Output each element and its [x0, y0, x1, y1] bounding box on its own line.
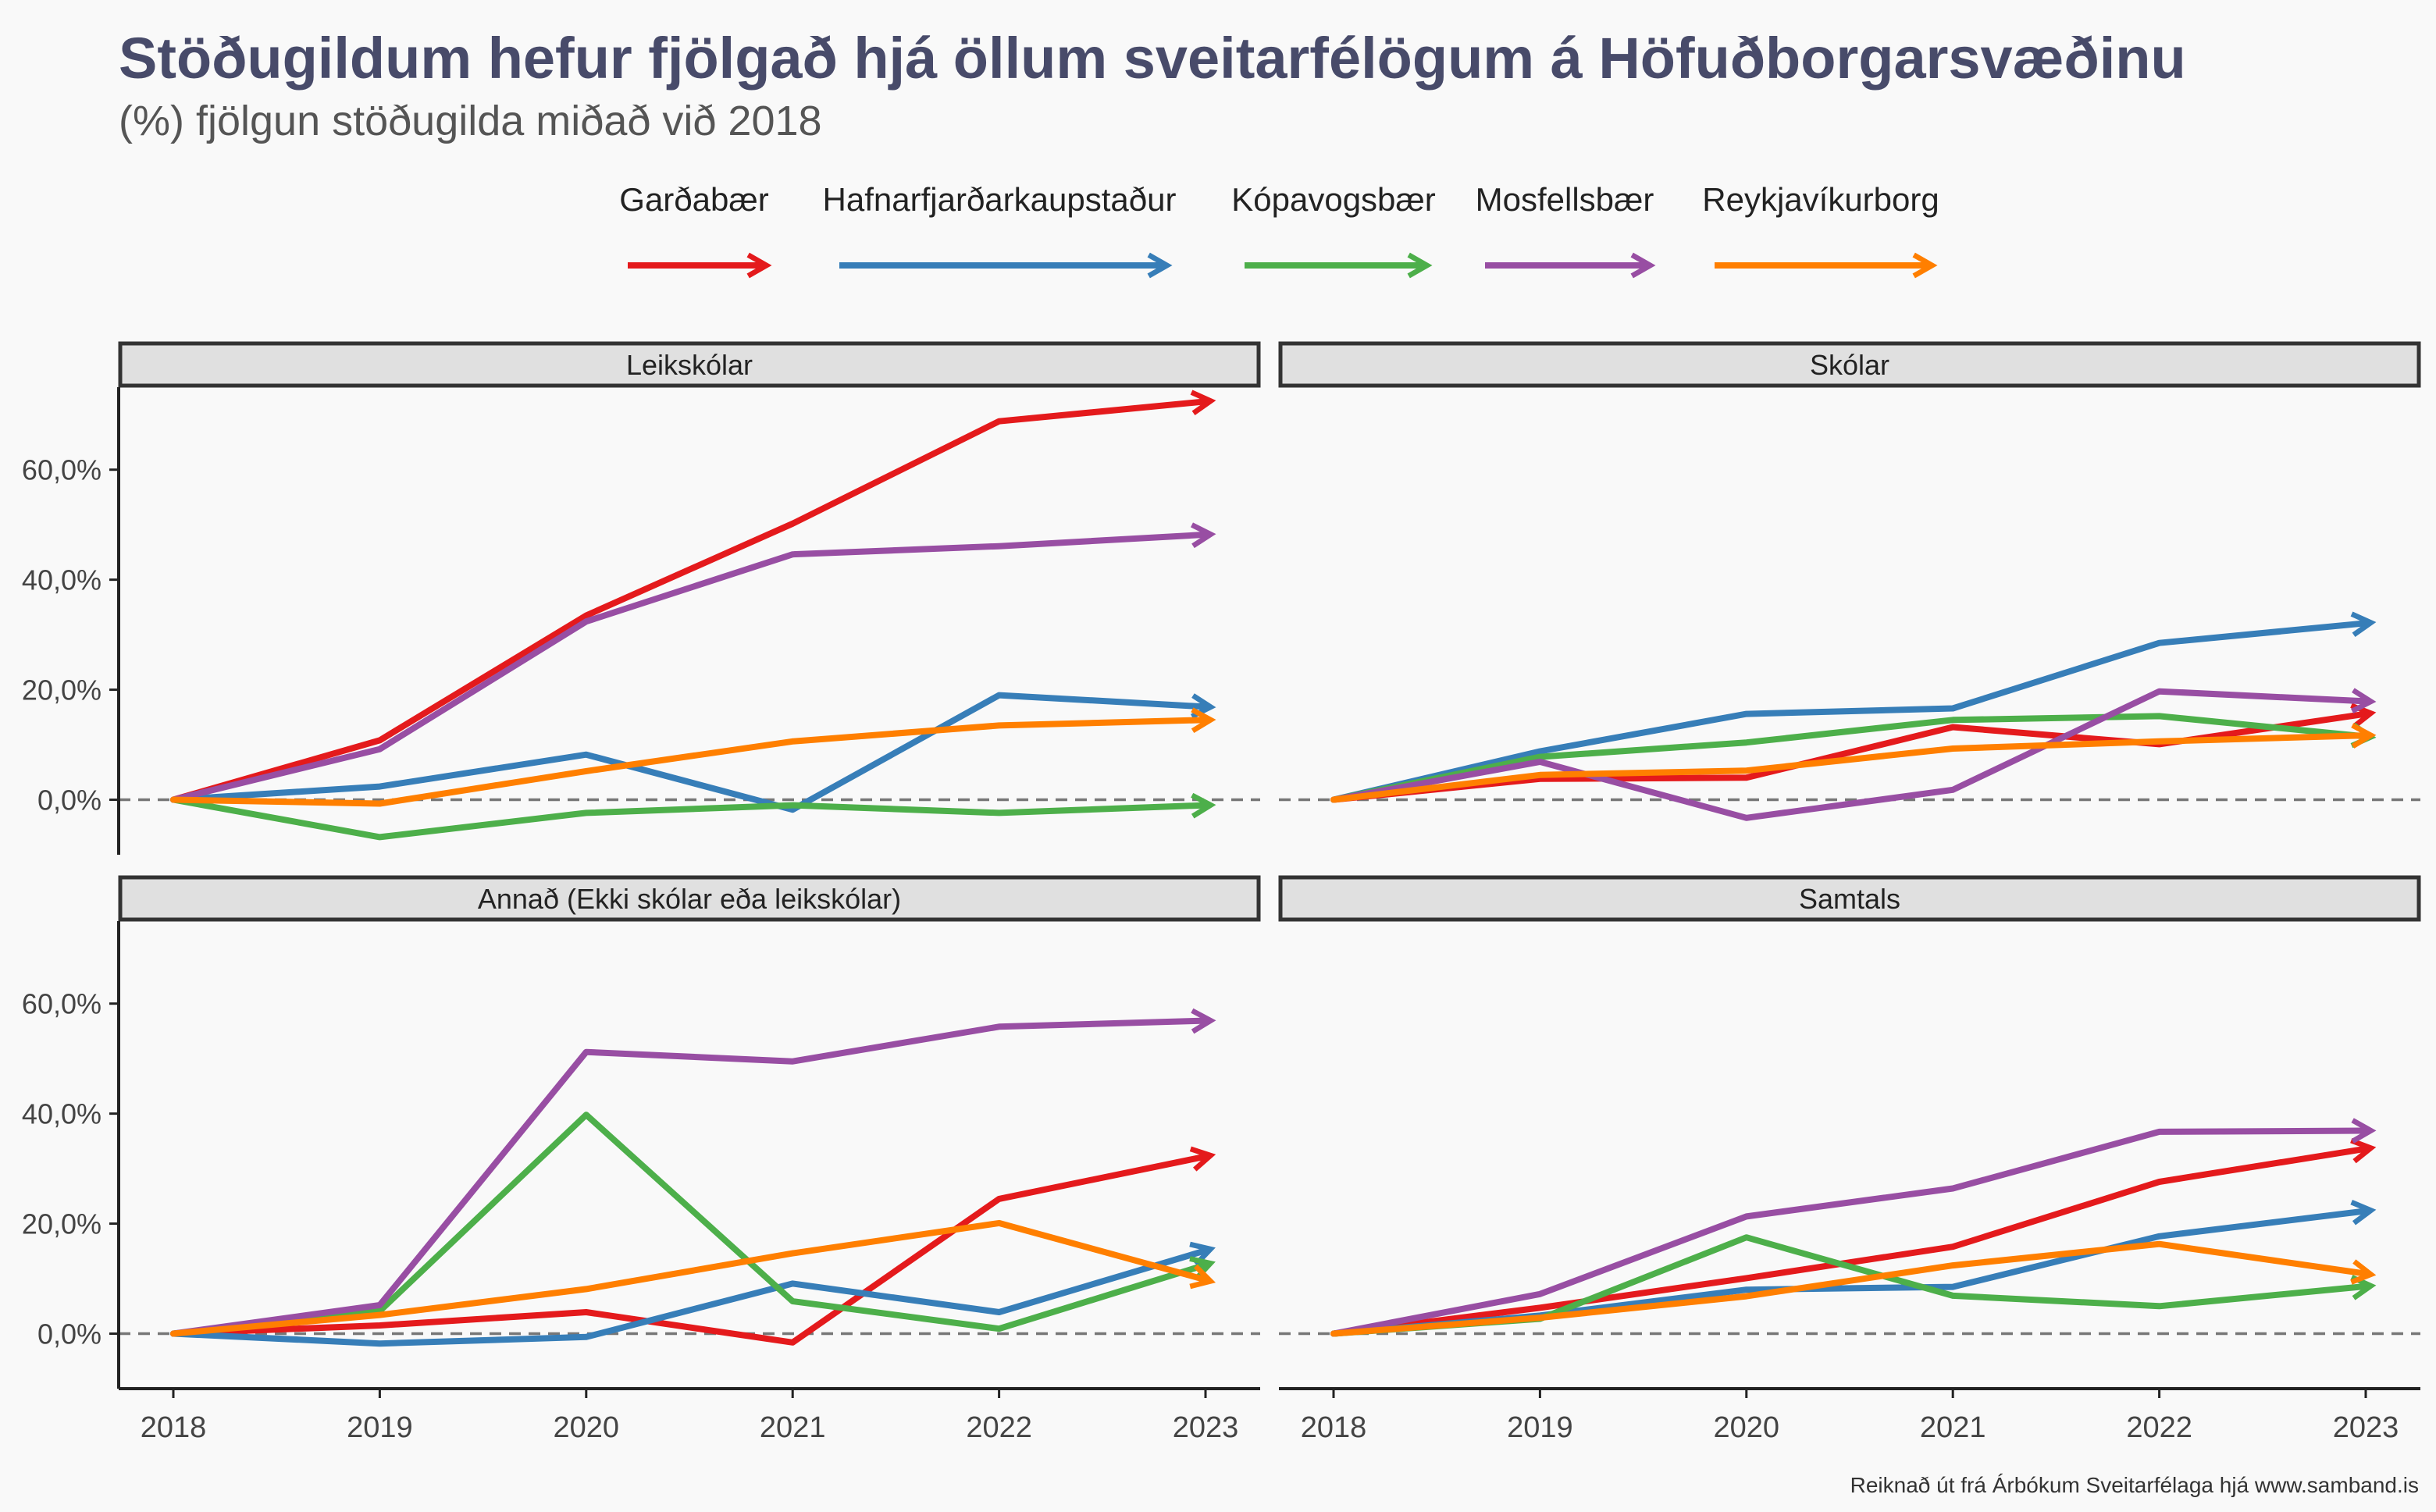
chart-title: Stöðugildum hefur fjölgað hjá öllum svei…	[119, 26, 2186, 91]
panel-skolar: Skólar	[1278, 341, 2421, 821]
series-line-hafnarfjardarkaupstadur	[170, 1241, 1216, 1347]
x-tick-label: 2019	[1507, 1411, 1573, 1444]
y-tick-label: 20,0%	[22, 674, 102, 706]
series-line-reykjavikurborg	[170, 1219, 1216, 1337]
legend-item-kopavogsbaer: Kópavogsbær	[1231, 181, 1436, 279]
legend-item-gardabaer: Garðabær	[619, 181, 772, 279]
panel-strip	[118, 875, 1261, 922]
y-tick-label: 40,0%	[22, 564, 102, 596]
legend-label: Mosfellsbær	[1476, 181, 1654, 218]
legend-label: Garðabær	[619, 181, 768, 218]
legend-label: Hafnarfjarðarkaupstaður	[823, 181, 1177, 218]
series-line-reykjavikurborg	[1330, 723, 2377, 803]
panel-strip	[1278, 341, 2421, 388]
y-tick-label: 20,0%	[22, 1208, 102, 1240]
series-line-kopavogsbaer	[170, 1112, 1216, 1337]
panel-title: Leikskólar	[626, 349, 753, 381]
x-tick-label: 2018	[1301, 1411, 1367, 1444]
x-tick-label: 2020	[1714, 1411, 1780, 1444]
y-tick-label: 60,0%	[22, 988, 102, 1020]
x-tick-label: 2021	[1920, 1411, 1986, 1444]
panel-title: Annað (Ekki skólar eða leikskólar)	[478, 883, 901, 915]
legend-item-mosfellsbaer: Mosfellsbær	[1476, 181, 1656, 279]
series-line-mosfellsbaer	[170, 1008, 1216, 1337]
series-line-mosfellsbaer	[170, 522, 1216, 803]
x-tick-label: 2019	[347, 1411, 413, 1444]
x-tick-label: 2022	[966, 1411, 1032, 1444]
x-tick-label: 2022	[2126, 1411, 2192, 1444]
series-line-gardabaer	[170, 1146, 1216, 1346]
x-tick-label: 2018	[141, 1411, 207, 1444]
panel-samtals: Samtals 2018 2019 2020 2021 2022 2023	[1278, 875, 2421, 1444]
y-tick-label: 60,0%	[22, 454, 102, 486]
series-line-mosfellsbaer	[1330, 1118, 2377, 1337]
x-tick-label: 2023	[1173, 1411, 1239, 1444]
panel-strip	[1278, 875, 2421, 922]
series-line-kopavogsbaer	[170, 792, 1216, 841]
y-tick-label: 40,0%	[22, 1098, 102, 1130]
series-line-gardabaer	[1330, 1137, 2377, 1337]
x-tick-label: 2023	[2333, 1411, 2399, 1444]
panel-annad-ekki-skolar-eda-leikskolar: Annað (Ekki skólar eða leikskólar) 0,0% 20…	[22, 875, 1261, 1444]
legend-label: Reykjavíkurborg	[1702, 181, 1939, 218]
legend-item-hafnarfjardarkaupstadur: Hafnarfjarðarkaupstaður	[823, 181, 1177, 279]
legend-label: Kópavogsbær	[1231, 181, 1436, 218]
series-line-gardabaer	[170, 390, 1216, 803]
x-tick-label: 2021	[760, 1411, 826, 1444]
panel-title: Samtals	[1799, 883, 1900, 915]
series-line-hafnarfjardarkaupstadur	[1330, 611, 2377, 803]
series-line-hafnarfjardarkaupstadur	[170, 692, 1216, 813]
source-caption: Reiknað út frá Árbókum Sveitarfélaga hjá…	[1850, 1473, 2419, 1497]
panel-leikskolar: Leikskólar 0,0% 20,0% 40,0% 60,0%	[22, 341, 1261, 855]
x-tick-label: 2020	[554, 1411, 620, 1444]
series-line-mosfellsbaer	[1330, 688, 2377, 821]
panel-title: Skólar	[1810, 349, 1889, 381]
legend-item-reykjavikurborg: Reykjavíkurborg	[1702, 181, 1939, 279]
y-tick-label: 0,0%	[37, 784, 102, 816]
panel-strip	[118, 341, 1261, 388]
y-tick-label: 0,0%	[37, 1318, 102, 1350]
series-line-kopavogsbaer	[1330, 713, 2377, 803]
chart-subtitle: (%) fjölgun stöðugilda miðað við 2018	[119, 98, 822, 144]
series-line-reykjavikurborg	[170, 707, 1216, 807]
series-line-reykjavikurborg	[1330, 1240, 2377, 1337]
